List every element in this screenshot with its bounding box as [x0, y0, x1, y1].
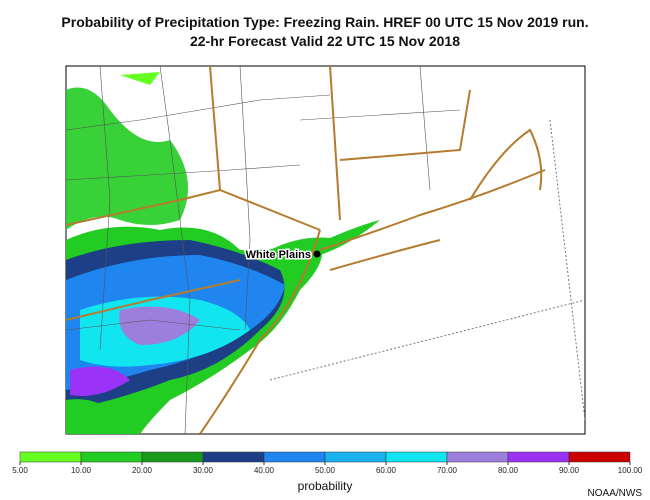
- colorbar-tick-label: 40.00: [254, 466, 275, 475]
- credit: NOAA/NWS: [588, 488, 643, 499]
- title-line: Probability of Precipitation Type: Freez…: [61, 14, 588, 30]
- colorbar-segment: [568, 451, 631, 463]
- colorbar-tick-label: 70.00: [437, 466, 458, 475]
- place-label: White Plains: [246, 249, 311, 261]
- colorbar-tick-label: 10.00: [71, 466, 92, 475]
- map-content: [66, 66, 585, 434]
- colorbar-tick-label: 50.00: [315, 466, 336, 475]
- colorbar-segment: [263, 451, 326, 463]
- colorbar-segment: [507, 451, 570, 463]
- colorbar-segment: [19, 451, 82, 463]
- colorbar-segment: [141, 451, 204, 463]
- colorbar-segment: [385, 451, 448, 463]
- colorbar-label: probability: [298, 479, 353, 493]
- title-line: 22-hr Forecast Valid 22 UTC 15 Nov 2018: [190, 33, 460, 49]
- colorbar-tick-label: 20.00: [132, 466, 153, 475]
- place-marker: [313, 250, 321, 258]
- colorbar-tick-label: 90.00: [559, 466, 580, 475]
- colorbar-tick-label: 60.00: [376, 466, 397, 475]
- colorbar-segment: [324, 451, 387, 463]
- colorbar-tick-label: 30.00: [193, 466, 214, 475]
- colorbar-segment: [446, 451, 509, 463]
- map-panel: White Plains: [65, 65, 586, 435]
- colorbar-tick-label: 5.00: [12, 466, 28, 475]
- colorbar-tick-label: 100.00: [618, 466, 643, 475]
- colorbar: 5.00 10.00 20.00 30.00 40.00 50.00 60.00 70.00 8…: [12, 451, 643, 475]
- colorbar-segment: [202, 451, 265, 463]
- colorbar-segment: [80, 451, 143, 463]
- colorbar-tick-label: 80.00: [498, 466, 519, 475]
